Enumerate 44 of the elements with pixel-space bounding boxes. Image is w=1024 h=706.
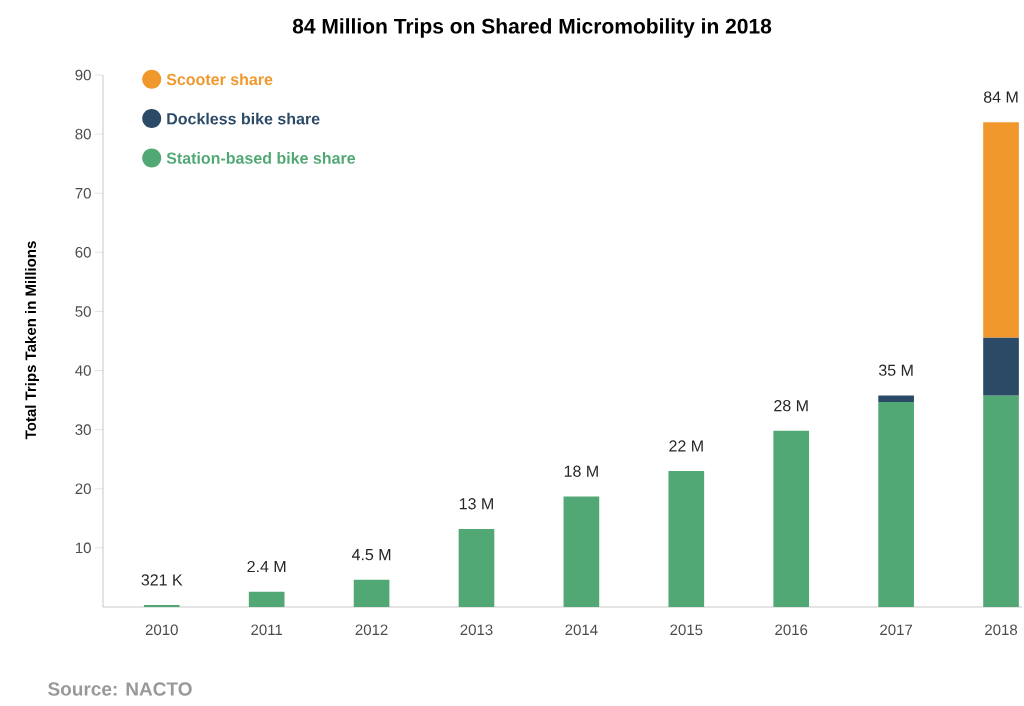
x-tick-label: 2015 <box>670 624 703 636</box>
bar <box>878 401 914 607</box>
bar <box>878 395 914 402</box>
bar <box>563 496 600 607</box>
total-label: 2.4 M <box>247 560 286 573</box>
bar <box>248 591 285 607</box>
x-tick-label: 2011 <box>251 624 283 636</box>
total-label: 18 M <box>564 465 598 477</box>
bar <box>668 471 705 607</box>
bar <box>773 430 810 607</box>
total-label: 13 M <box>459 498 493 510</box>
bar <box>353 579 390 607</box>
x-tick-label: 2014 <box>565 624 598 636</box>
total-label: 35 M <box>878 364 913 376</box>
total-label: 22 M <box>669 440 703 452</box>
legend-label: Dockless bike share <box>167 112 320 125</box>
x-tick-label: 2010 <box>145 624 178 636</box>
y-tick-label: 80 <box>75 128 91 140</box>
bar <box>983 337 1019 396</box>
y-tick-label: 20 <box>75 483 91 495</box>
chart-title: 84 Million Trips on Shared Micromobility in 2018 <box>292 18 772 38</box>
y-tick-label: 70 <box>75 187 91 199</box>
source-note: Source: NACTO <box>48 682 192 696</box>
y-tick-label: 40 <box>75 365 91 376</box>
y-tick-label: 60 <box>75 247 91 258</box>
total-label: 4.5 M <box>351 549 391 561</box>
y-tick-label: 10 <box>75 542 91 554</box>
x-tick-label: 2018 <box>985 624 1018 636</box>
y-axis-title: Total Trips Taken in Millions <box>25 241 39 440</box>
x-tick-label: 2012 <box>355 624 388 636</box>
total-label: 84 M <box>983 91 1018 103</box>
bar <box>458 528 495 607</box>
y-tick-label: 50 <box>75 306 91 317</box>
y-tick-label: 90 <box>75 69 91 81</box>
legend-label: Scooter share <box>166 73 273 86</box>
x-tick-label: 2017 <box>880 624 913 636</box>
x-tick-label: 2016 <box>775 624 808 636</box>
bar <box>983 122 1019 338</box>
legend-label: Station-based bike share <box>166 152 356 164</box>
bar <box>983 395 1019 607</box>
y-tick-label: 30 <box>75 424 91 435</box>
total-label: 28 M <box>774 400 808 412</box>
total-label: 321 K <box>141 574 183 586</box>
x-tick-label: 2013 <box>460 624 493 636</box>
